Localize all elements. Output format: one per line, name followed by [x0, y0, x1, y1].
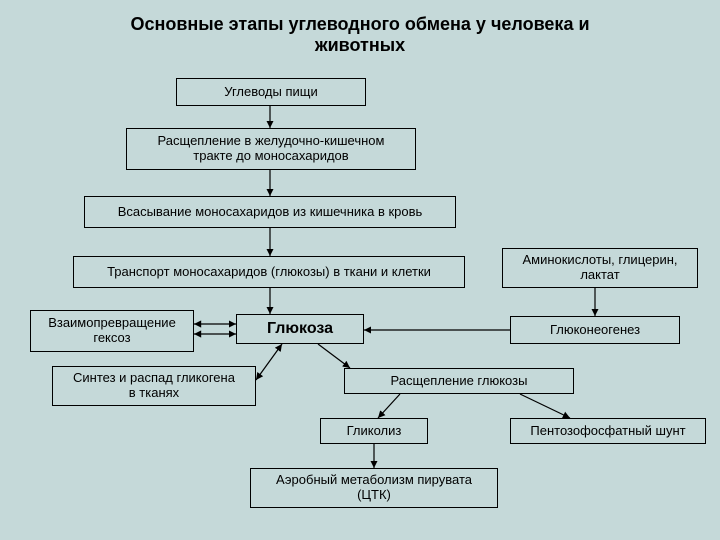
- node-pentose: Пентозофосфатный шунт: [510, 418, 706, 444]
- node-aerobic: Аэробный метаболизм пирувата(ЦТК): [250, 468, 498, 508]
- node-gluconeo: Глюконеогенез: [510, 316, 680, 344]
- edge: [256, 344, 282, 380]
- node-transport: Транспорт моносахаридов (глюкозы) в ткан…: [73, 256, 465, 288]
- title-line1: Основные этапы углеводного обмена у чело…: [130, 14, 589, 34]
- title-line2: животных: [315, 35, 405, 55]
- page-title: Основные этапы углеводного обмена у чело…: [0, 14, 720, 56]
- node-glycolysis: Гликолиз: [320, 418, 428, 444]
- edge: [520, 394, 570, 418]
- node-carbs: Углеводы пищи: [176, 78, 366, 106]
- node-split: Расщепление глюкозы: [344, 368, 574, 394]
- edge: [378, 394, 400, 418]
- node-glucose: Глюкоза: [236, 314, 364, 344]
- node-amino: Аминокислоты, глицерин,лактат: [502, 248, 698, 288]
- node-digest: Расщепление в желудочно-кишечномтракте д…: [126, 128, 416, 170]
- node-absorb: Всасывание моносахаридов из кишечника в …: [84, 196, 456, 228]
- edge: [318, 344, 350, 368]
- node-glycogen: Синтез и распад гликогенав тканях: [52, 366, 256, 406]
- node-hexose: Взаимопревращениегексоз: [30, 310, 194, 352]
